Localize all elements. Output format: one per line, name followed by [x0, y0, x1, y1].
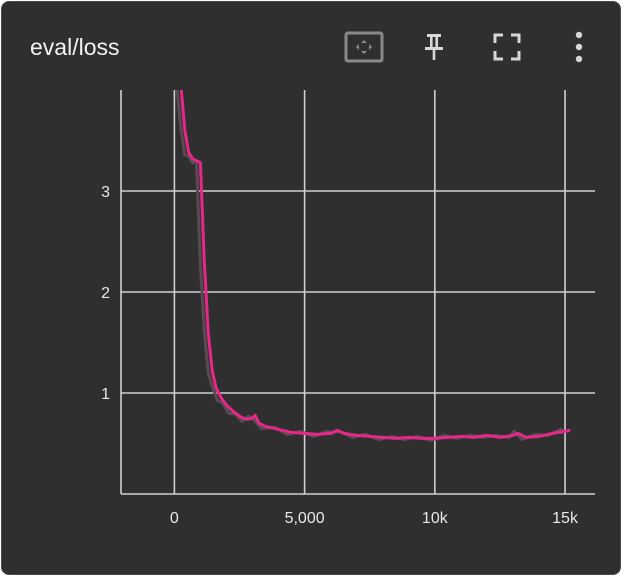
x-tick-label: 10k — [422, 510, 449, 527]
loss-series-line — [179, 90, 571, 440]
raw-series-line — [175, 90, 566, 443]
fit-domain-button[interactable] — [343, 26, 385, 68]
grid — [121, 90, 595, 494]
x-tick-label: 15k — [552, 510, 579, 527]
axes: 1 2 3 0 5,000 10k 15k — [101, 90, 595, 527]
x-tick-label: 0 — [170, 510, 179, 527]
series-layer — [175, 90, 571, 443]
pin-button[interactable] — [413, 26, 455, 68]
more-vertical-icon — [575, 31, 583, 63]
more-options-button[interactable] — [558, 26, 600, 68]
loss-chart[interactable]: 1 2 3 0 5,000 10k 15k — [2, 2, 621, 575]
card-title: eval/loss — [30, 34, 120, 60]
y-tick-label: 1 — [101, 386, 110, 403]
x-tick-label: 5,000 — [285, 510, 325, 527]
fullscreen-button[interactable] — [486, 26, 528, 68]
y-tick-label: 2 — [101, 285, 110, 302]
y-tick-label: 3 — [101, 184, 110, 201]
pin-icon — [425, 34, 443, 60]
fullscreen-icon — [493, 33, 521, 61]
fit-domain-icon — [344, 31, 384, 63]
